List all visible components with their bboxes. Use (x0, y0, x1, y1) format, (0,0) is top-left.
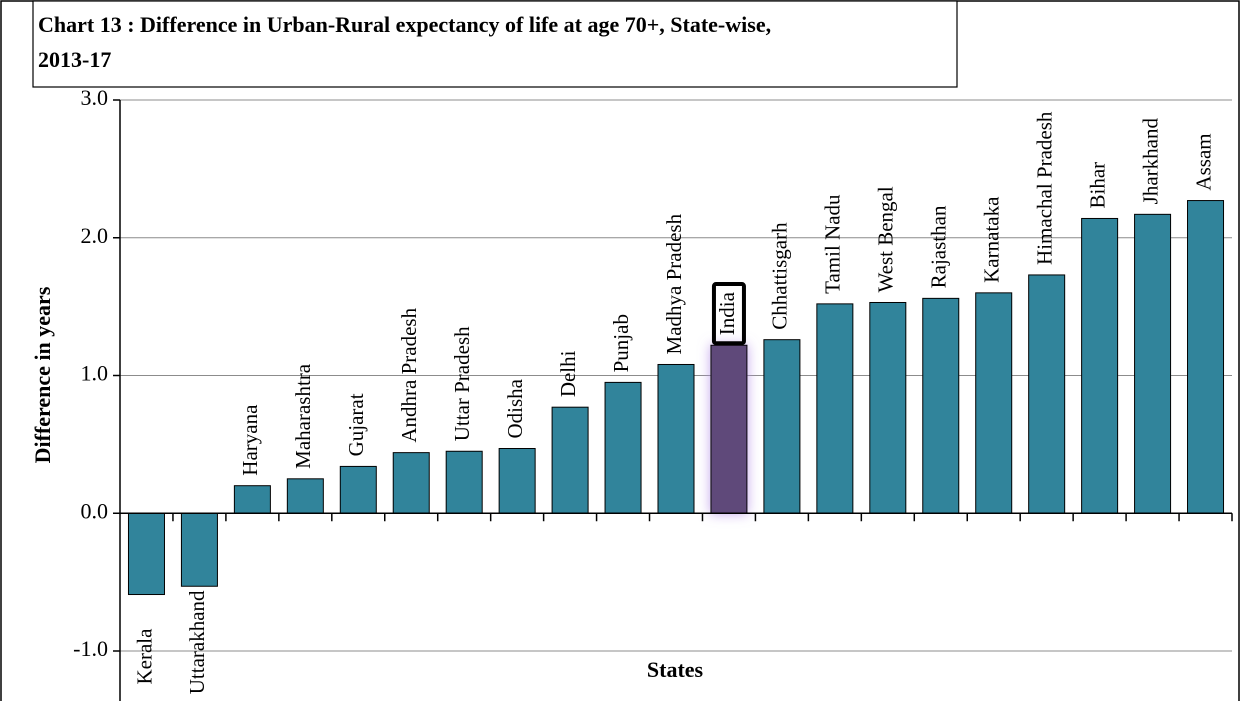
bar (922, 297, 960, 514)
x-tick-label: Odisha (503, 378, 527, 438)
x-tick-label: Assam (1191, 133, 1215, 190)
bar (286, 478, 324, 514)
highlight-box (711, 282, 746, 346)
bar (657, 363, 695, 514)
bar (339, 465, 377, 514)
bar (1028, 274, 1066, 514)
bar (604, 381, 642, 514)
x-tick-label: Delhi (556, 350, 580, 397)
bar (1187, 200, 1225, 514)
x-tick-label: West Bengal (874, 186, 898, 292)
title-box (32, 0, 958, 88)
x-tick-label: Bihar (1085, 162, 1109, 209)
bar (975, 292, 1013, 514)
bar (392, 452, 430, 514)
bar (869, 301, 907, 514)
x-tick-label: Uttar Pradesh (450, 326, 474, 441)
x-tick-label: India (715, 291, 739, 335)
chart-title: Chart 13 : Difference in Urban-Rural exp… (38, 12, 771, 72)
x-tick-label: Gujarat (344, 393, 368, 456)
x-axis-label: States (647, 657, 704, 682)
x-tick-label: Chhattisgarh (768, 222, 792, 330)
bar (763, 339, 801, 514)
bar (498, 448, 536, 514)
bar (816, 303, 854, 514)
x-tick-label: Andhra Pradesh (397, 307, 421, 442)
bar (127, 512, 165, 596)
bar (710, 344, 748, 514)
y-tick-label: -1.0 (73, 636, 108, 661)
y-tick-label: 2.0 (81, 223, 109, 248)
y-tick-label: 3.0 (81, 85, 109, 110)
y-tick-label: 0.0 (81, 498, 109, 523)
bar (180, 512, 218, 587)
x-tick-label: Tamil Nadu (821, 194, 845, 294)
bar (551, 406, 589, 514)
x-tick-label: Himachal Pradesh (1032, 111, 1056, 265)
y-axis-label: Difference in years (30, 286, 55, 463)
title-line: 2013-17 (38, 47, 111, 72)
x-tick-label: Jharkhand (1138, 118, 1162, 205)
x-tick-label: Punjab (609, 314, 633, 372)
title-line: Chart 13 : Difference in Urban-Rural exp… (38, 12, 771, 37)
x-tick-label: Haryana (238, 404, 262, 476)
bar (1081, 217, 1119, 514)
bar (233, 485, 271, 514)
x-tick-label: Madhya Pradesh (662, 213, 686, 354)
x-tick-label: Kerala (132, 628, 156, 685)
x-tick-label: Karnataka (980, 196, 1004, 283)
x-tick-label: Maharashtra (291, 363, 315, 469)
x-tick-label: Uttarakhand (185, 590, 209, 694)
bar (1134, 213, 1172, 514)
y-tick-label: 1.0 (81, 361, 109, 386)
x-tick-label: Rajasthan (927, 205, 951, 288)
bar (445, 450, 483, 514)
